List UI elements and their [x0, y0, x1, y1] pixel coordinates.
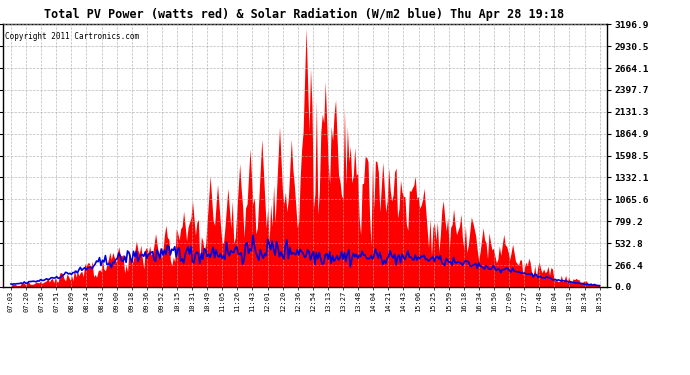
Text: Copyright 2011 Cartronics.com: Copyright 2011 Cartronics.com — [5, 32, 139, 41]
Text: Total PV Power (watts red) & Solar Radiation (W/m2 blue) Thu Apr 28 19:18: Total PV Power (watts red) & Solar Radia… — [43, 8, 564, 21]
